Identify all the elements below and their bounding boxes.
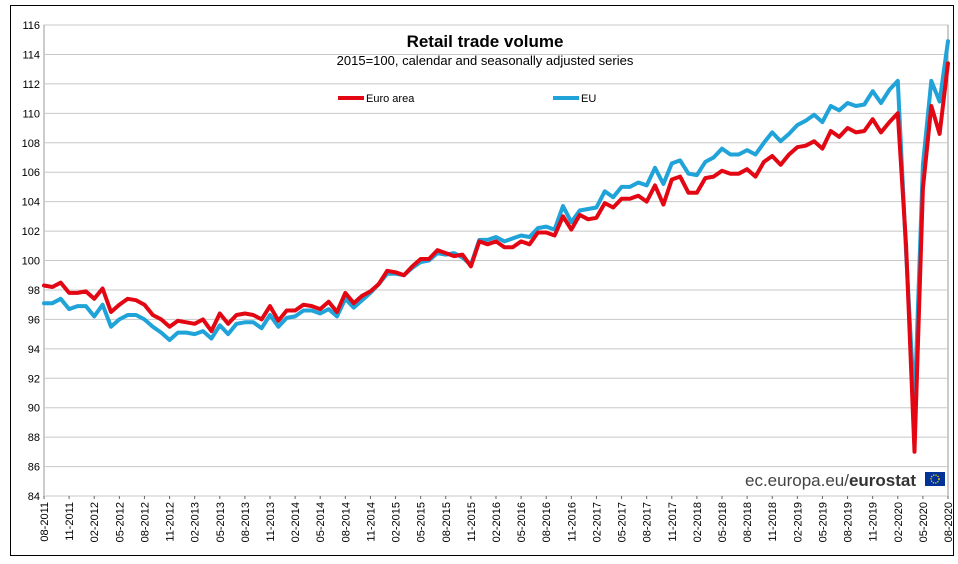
x-tick-label: 08-2015 bbox=[441, 502, 453, 542]
y-tick-label: 112 bbox=[22, 79, 40, 91]
eurostat-watermark: ec.europa.eu/eurostat bbox=[745, 471, 945, 490]
y-tick-label: 100 bbox=[22, 256, 40, 268]
y-tick-label: 110 bbox=[22, 108, 40, 120]
y-tick-label: 90 bbox=[28, 403, 40, 415]
y-tick-label: 106 bbox=[22, 167, 40, 179]
x-tick-label: 08-2013 bbox=[240, 502, 252, 542]
y-tick-label: 92 bbox=[28, 373, 40, 385]
svg-text:ec.europa.eu/eurostat: ec.europa.eu/eurostat bbox=[745, 471, 916, 490]
gridlines bbox=[43, 24, 949, 497]
x-tick-label: 08-2018 bbox=[742, 502, 754, 542]
x-tick-label: 11-2013 bbox=[265, 502, 277, 542]
y-tick-label: 116 bbox=[22, 20, 40, 32]
x-tick-label: 08-2017 bbox=[642, 502, 654, 542]
legend-label-eu: EU bbox=[581, 93, 596, 105]
x-tick-label: 02-2016 bbox=[491, 502, 503, 542]
x-tick-label: 02-2020 bbox=[893, 502, 905, 542]
y-tick-label: 108 bbox=[22, 138, 40, 150]
x-tick-label: 08-2020 bbox=[943, 502, 955, 542]
legend: Euro area EU bbox=[338, 93, 596, 105]
series-line-euro-area bbox=[42, 61, 950, 454]
x-tick-label: 02-2014 bbox=[290, 502, 302, 542]
legend-label-euro-area: Euro area bbox=[366, 93, 415, 105]
x-tick-label: 02-2019 bbox=[792, 502, 804, 542]
y-tick-label: 96 bbox=[28, 314, 40, 326]
x-tick-label: 11-2015 bbox=[466, 502, 478, 542]
x-tick-label: 05-2019 bbox=[817, 502, 829, 542]
x-tick-label: 08-2011 bbox=[39, 502, 51, 542]
chart-title: Retail trade volume bbox=[407, 32, 564, 51]
x-tick-label: 02-2015 bbox=[391, 502, 403, 542]
x-tick-label: 05-2020 bbox=[918, 502, 930, 542]
x-tick-label: 05-2017 bbox=[617, 502, 629, 542]
x-tick-label: 05-2018 bbox=[717, 502, 729, 542]
chart-subtitle: 2015=100, calendar and seasonally adjust… bbox=[337, 53, 634, 68]
x-tick-label: 08-2019 bbox=[843, 502, 855, 542]
y-tick-label: 98 bbox=[28, 285, 40, 297]
watermark-prefix: ec.europa.eu/ bbox=[745, 471, 849, 490]
y-tick-label: 104 bbox=[22, 197, 40, 209]
chart-frame bbox=[10, 5, 954, 556]
y-tick-label: 102 bbox=[22, 226, 40, 238]
x-tick-label: 11-2014 bbox=[365, 502, 377, 542]
y-tick-label: 86 bbox=[28, 462, 40, 474]
x-tick-label: 11-2016 bbox=[566, 502, 578, 542]
series-lines bbox=[42, 39, 950, 454]
y-tick-label: 84 bbox=[28, 491, 40, 503]
x-tick-label: 11-2017 bbox=[667, 502, 679, 542]
x-tick-label: 11-2012 bbox=[165, 502, 177, 542]
x-tick-label: 02-2013 bbox=[190, 502, 202, 542]
x-tick-label: 11-2018 bbox=[767, 502, 779, 542]
x-tick-label: 05-2013 bbox=[215, 502, 227, 542]
x-tick-label: 02-2017 bbox=[591, 502, 603, 542]
y-tick-label: 94 bbox=[28, 344, 40, 356]
x-axis: 08-2011 11-2011 02-2012 05-2012 08-2012 11-20… bbox=[39, 496, 955, 542]
x-tick-label: 02-2012 bbox=[89, 502, 101, 542]
watermark-brand: eurostat bbox=[849, 471, 916, 490]
series-line-eu bbox=[42, 39, 950, 410]
x-tick-label: 05-2016 bbox=[516, 502, 528, 542]
x-tick-label: 11-2011 bbox=[64, 502, 76, 541]
x-tick-label: 11-2019 bbox=[868, 502, 880, 542]
x-tick-label: 05-2015 bbox=[416, 502, 428, 542]
x-tick-label: 05-2012 bbox=[114, 502, 126, 542]
x-tick-label: 02-2018 bbox=[692, 502, 704, 542]
x-tick-label: 08-2012 bbox=[139, 502, 151, 542]
y-tick-label: 114 bbox=[22, 49, 40, 61]
x-tick-label: 05-2014 bbox=[315, 502, 327, 542]
x-tick-label: 08-2014 bbox=[340, 502, 352, 542]
y-tick-label: 88 bbox=[28, 432, 40, 444]
x-tick-label: 08-2016 bbox=[541, 502, 553, 542]
y-axis: 84 86 88 90 92 94 96 98 100 102 104 106 108 110 112 114… bbox=[22, 20, 40, 503]
eu-flag-icon bbox=[925, 472, 945, 486]
